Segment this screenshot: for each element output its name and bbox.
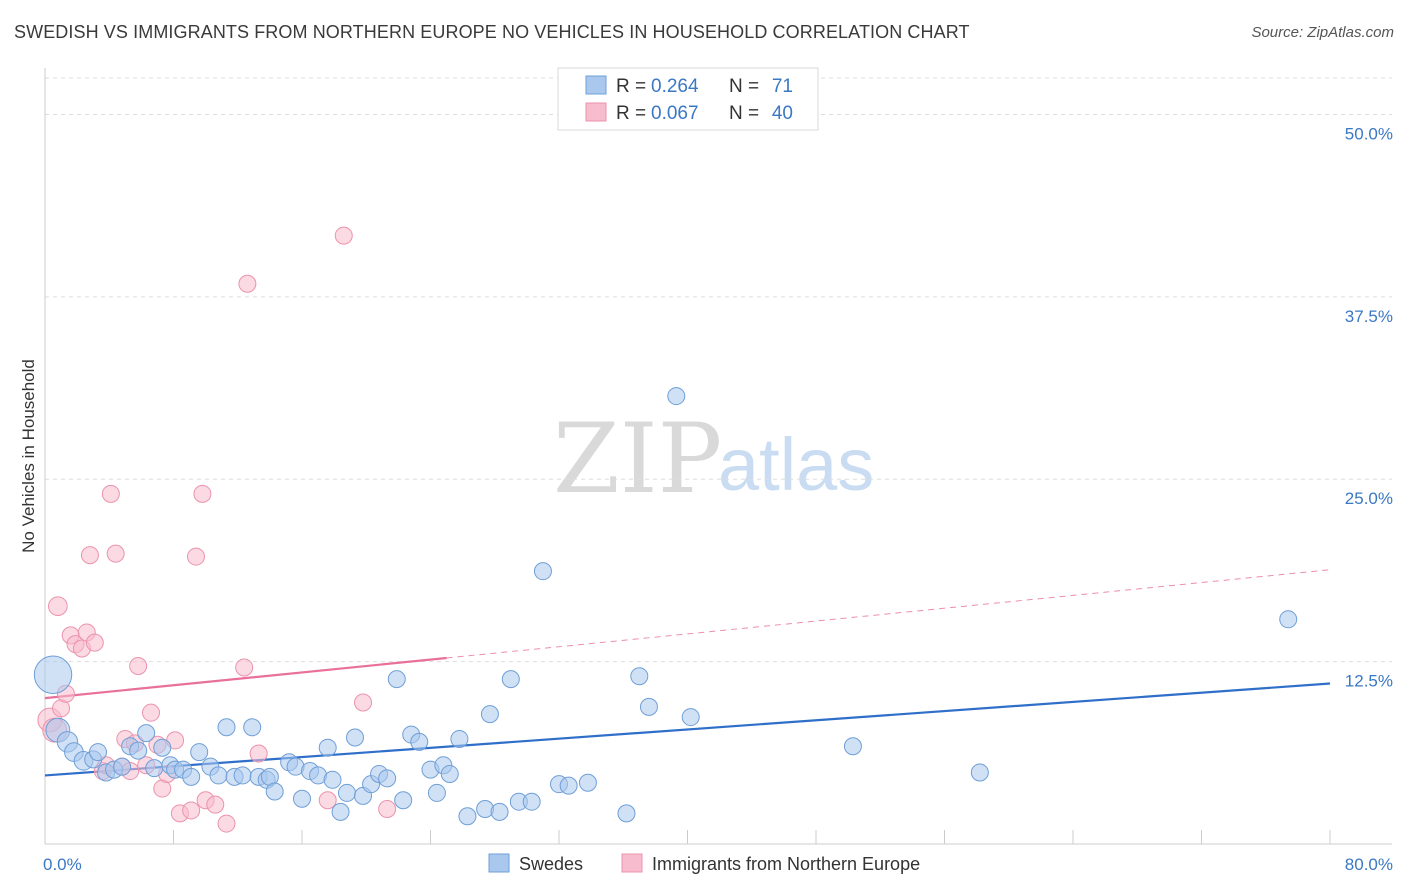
- immigrants-point: [206, 795, 225, 814]
- immigrants-point: [80, 546, 99, 565]
- immigrants-swatch: [585, 102, 607, 122]
- immigrants-point: [142, 703, 161, 722]
- stats-legend: R = 0.264 N = 71 R = 0.067 N = 40: [557, 67, 819, 131]
- swedes-point: [33, 655, 73, 694]
- legend-swedes-label: Swedes: [519, 854, 583, 874]
- swedes-point: [458, 807, 477, 826]
- swedes-swatch: [585, 75, 607, 95]
- legend-swedes-swatch: [488, 853, 510, 873]
- swedes-point: [323, 770, 342, 789]
- immigrants-n-label: N =: [729, 103, 759, 124]
- swedes-point: [480, 705, 499, 724]
- swedes-point: [522, 792, 541, 811]
- tick-labels: 12.5% 25.0% 37.5% 50.0% 0.0% 80.0%: [43, 124, 1393, 874]
- immigrants-r-value: 0.067: [651, 103, 699, 124]
- watermark-atlas: atlas: [718, 423, 874, 506]
- immigrants-point: [186, 547, 205, 566]
- immigrants-n-value: 40: [772, 103, 793, 124]
- immigrants-point: [85, 633, 104, 652]
- legend-immigrants-label: Immigrants from Northern Europe: [652, 854, 920, 874]
- source-credit: Source: ZipAtlas.com: [1251, 24, 1394, 41]
- swedes-point: [378, 769, 397, 788]
- immigrants-point: [334, 226, 353, 245]
- chart-title: SWEDISH VS IMMIGRANTS FROM NORTHERN EURO…: [14, 22, 970, 42]
- swedes-point: [346, 728, 365, 747]
- watermark-zip: ZIP: [553, 403, 722, 515]
- immigrants-r-label: R =: [616, 103, 646, 124]
- swedes-point: [630, 667, 649, 686]
- swedes-point: [843, 737, 862, 756]
- immigrants-trend-extension: [446, 569, 1331, 659]
- immigrants-point: [249, 744, 268, 763]
- immigrants-point: [48, 596, 68, 617]
- swedes-point: [137, 724, 156, 743]
- immigrants-point: [193, 484, 212, 503]
- swedes-point: [331, 802, 350, 821]
- swedes-point: [318, 738, 337, 757]
- swedes-point: [440, 764, 459, 783]
- swedes-point: [490, 802, 509, 821]
- swedes-point: [1279, 610, 1298, 629]
- y-tick-label: 50.0%: [1345, 124, 1393, 143]
- swedes-point: [639, 697, 658, 716]
- swedes-point: [617, 804, 636, 823]
- legend-immigrants-swatch: [621, 853, 643, 873]
- y-tick-label: 37.5%: [1345, 307, 1393, 326]
- swedes-point: [387, 670, 406, 689]
- immigrants-point: [217, 814, 236, 833]
- x-tick-label: 80.0%: [1345, 855, 1393, 874]
- swedes-point: [559, 776, 578, 795]
- immigrants-point: [235, 658, 254, 677]
- swedes-point: [129, 741, 148, 760]
- swedes-trend-line: [44, 682, 1331, 777]
- swedes-n-label: N =: [729, 76, 759, 97]
- swedes-point: [209, 766, 228, 785]
- x-tick-label: 0.0%: [43, 855, 82, 874]
- immigrants-point: [318, 791, 337, 810]
- swedes-point: [182, 767, 201, 786]
- swedes-point: [89, 743, 108, 762]
- swedes-point: [293, 789, 311, 808]
- immigrants-point: [106, 544, 125, 563]
- swedes-point: [681, 708, 700, 727]
- immigrants-point: [378, 799, 397, 818]
- immigrants-trend-line: [44, 656, 447, 700]
- swedes-point: [217, 718, 236, 737]
- swedes-point: [394, 791, 413, 810]
- y-axis-label: No Vehicles in Household: [19, 359, 38, 553]
- immigrants-point: [129, 656, 148, 675]
- swedes-point: [265, 782, 284, 801]
- swedes-point: [190, 743, 209, 762]
- swedes-point: [533, 562, 552, 581]
- swedes-point: [113, 757, 132, 776]
- swedes-n-value: 71: [772, 76, 793, 97]
- immigrants-point: [182, 801, 201, 820]
- swedes-point: [145, 759, 164, 778]
- swedes-point: [153, 738, 172, 757]
- swedes-r-value: 0.264: [651, 76, 699, 97]
- swedes-point: [667, 387, 686, 406]
- swedes-r-label: R =: [616, 76, 646, 97]
- y-tick-label: 12.5%: [1345, 672, 1393, 691]
- swedes-point: [970, 763, 989, 782]
- immigrants-point: [354, 693, 373, 712]
- immigrants-point: [101, 484, 120, 503]
- y-tick-label: 25.0%: [1345, 489, 1393, 508]
- swedes-point: [233, 766, 252, 785]
- swedes-point: [578, 773, 597, 792]
- swedes-point: [501, 670, 520, 689]
- swedes-point: [410, 732, 429, 751]
- watermark: ZIP atlas: [553, 403, 874, 515]
- swedes-point: [337, 783, 356, 802]
- immigrants-point: [238, 274, 257, 293]
- data-points: [33, 226, 1298, 833]
- swedes-point: [427, 783, 446, 802]
- grid-lines: [45, 77, 1392, 663]
- swedes-point: [243, 718, 262, 737]
- series-legend: Swedes Immigrants from Northern Europe: [488, 853, 920, 874]
- swedes-point: [450, 729, 469, 748]
